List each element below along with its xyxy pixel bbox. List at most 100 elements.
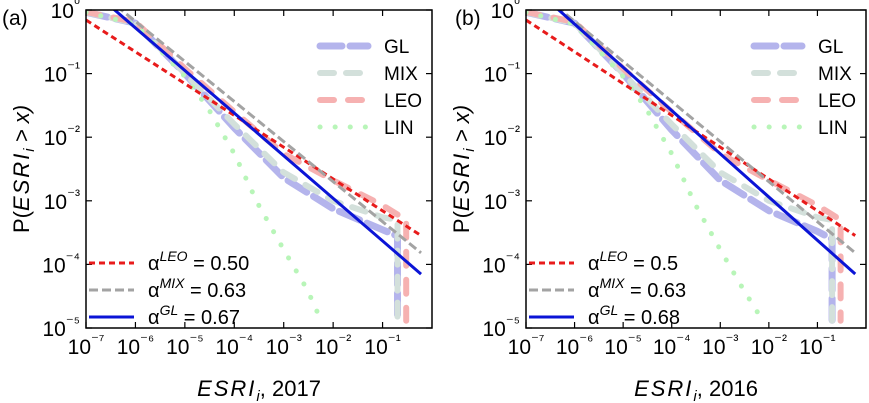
alpha-symbol: α [588,307,600,329]
x-tick-label: 10⁻³ [702,332,738,359]
series-line-mix [526,10,836,324]
y-tick-exponent: ⁻⁴ [66,250,80,267]
x-tick-label: 10⁻² [751,332,787,359]
y-tick-label: 10⁻⁵ [483,314,521,341]
y-axis-label-sub: i [461,148,478,152]
x-tick-label: 10⁻⁷ [68,332,105,359]
fit-line-gl [112,10,423,276]
panel-label: (a) [2,7,28,30]
y-tick-exponent: ⁻¹ [507,60,520,77]
y-tick-base: 10 [483,318,506,341]
panel-b: 10⁻⁷ 10⁻⁶ 10⁻⁵ 10⁻⁴ 10⁻³ 10⁻² 10⁻¹10⁻⁵10⁻⁴10⁻³… [449,0,867,403]
legend-label-mix: MIX [818,64,852,85]
x-tick-base: 10 [315,336,338,359]
y-tick-base: 10 [484,191,507,214]
y-axis-label-main: ESRI [449,152,474,211]
y-tick-base: 10 [51,0,74,23]
y-tick-base: 10 [44,64,67,87]
x-axis-label-main: ESRI [634,376,693,401]
alpha-symbol: α [148,280,160,302]
x-tick-base: 10 [266,336,289,359]
x-tick-base: 10 [799,336,822,359]
alpha-symbol: α [588,280,600,302]
x-tick-exponent: ⁻⁷ [531,332,544,349]
y-tick-exponent: ⁻⁵ [506,314,520,331]
y-axis-label-sub: i [21,148,38,152]
x-tick-base: 10 [653,336,676,359]
alpha-superscript: GL [160,302,179,318]
series-line-leo [86,10,410,324]
y-tick-label: 10⁻² [484,123,520,150]
legend-series: GL MIX LEO LIN [750,37,856,139]
x-tick-exponent: ⁻² [338,332,351,349]
x-tick-base: 10 [751,336,774,359]
y-tick-exponent: ⁰ [74,0,80,13]
legend-fit-label-mix: αMIX = 0.63 [588,275,686,302]
x-tick-label: 10⁻⁷ [508,332,545,359]
y-tick-label: 10⁻² [44,123,80,150]
legend-label-mix: MIX [384,64,418,85]
alpha-value: = 0.63 [624,280,686,302]
y-tick-base: 10 [484,64,507,87]
y-tick-label: 10⁰ [51,0,80,23]
x-tick-exponent: ⁻¹ [388,332,401,349]
fit-line-leo [526,18,857,237]
x-tick-base: 10 [364,336,387,359]
x-tick-base: 10 [556,336,579,359]
y-tick-exponent: ⁻³ [67,187,80,204]
x-tick-exponent: ⁻⁷ [91,332,104,349]
y-tick-label: 10⁻³ [484,187,520,214]
x-tick-label: 10⁻⁴ [215,332,253,359]
panel-a: 10⁻⁷ 10⁻⁶ 10⁻⁵ 10⁻⁴ 10⁻³ 10⁻² 10⁻¹10⁻⁵10⁻⁴10⁻³… [2,0,433,403]
y-axis-label: P(ESRIi > x) [9,105,38,233]
plot-area [526,10,857,326]
alpha-value: = 0.5 [628,253,679,275]
alpha-superscript: GL [600,302,619,318]
x-axis-label-sub: i [693,388,697,403]
y-tick-exponent: ⁻⁵ [66,314,80,331]
alpha-value: = 0.50 [188,253,250,275]
x-tick-exponent: ⁻⁴ [676,332,690,349]
y-tick-base: 10 [44,127,67,150]
x-tick-base: 10 [604,336,627,359]
legend-label-leo: LEO [818,91,856,112]
y-tick-base: 10 [42,254,65,277]
alpha-superscript: LEO [160,248,188,264]
legend-fit-label-gl: αGL = 0.68 [588,302,680,329]
legend-fit-label-leo: αLEO = 0.5 [588,248,678,275]
legend-fit-label-mix: αMIX = 0.63 [148,275,246,302]
legend-label-gl: GL [818,37,843,58]
axes-frame [525,9,867,329]
y-tick-exponent: ⁰ [514,0,520,13]
x-tick-exponent: ⁻⁴ [239,332,253,349]
y-tick-base: 10 [44,191,67,214]
series-line-lin [86,10,325,326]
y-tick-exponent: ⁻³ [507,187,520,204]
x-tick-exponent: ⁻³ [289,332,302,349]
x-axis-label: ESRIi, 2017 [197,376,321,403]
x-tick-exponent: ⁻⁵ [628,332,642,349]
alpha-symbol: α [148,307,160,329]
y-tick-exponent: ⁻² [507,123,520,140]
y-tick-base: 10 [482,254,505,277]
alpha-superscript: MIX [600,275,626,291]
y-tick-label: 10⁻¹ [484,60,520,87]
alpha-symbol: α [588,253,600,275]
fit-line-mix [558,10,857,255]
x-tick-base: 10 [166,336,189,359]
y-axis-label-pre: P( [9,210,34,233]
legend-label-lin: LIN [818,118,848,139]
y-tick-label: 10⁻⁵ [43,314,81,341]
y-axis-label: P(ESRIi > x) [449,105,478,233]
x-tick-label: 10⁻⁵ [604,332,642,359]
x-tick-base: 10 [702,336,725,359]
x-tick-exponent: ⁻¹ [823,332,836,349]
x-tick-base: 10 [68,336,91,359]
x-tick-label: 10⁻⁴ [653,332,691,359]
series-line-lin [526,10,767,326]
legend-fit-label-gl: αGL = 0.67 [148,302,240,329]
y-tick-exponent: ⁻¹ [67,60,80,77]
